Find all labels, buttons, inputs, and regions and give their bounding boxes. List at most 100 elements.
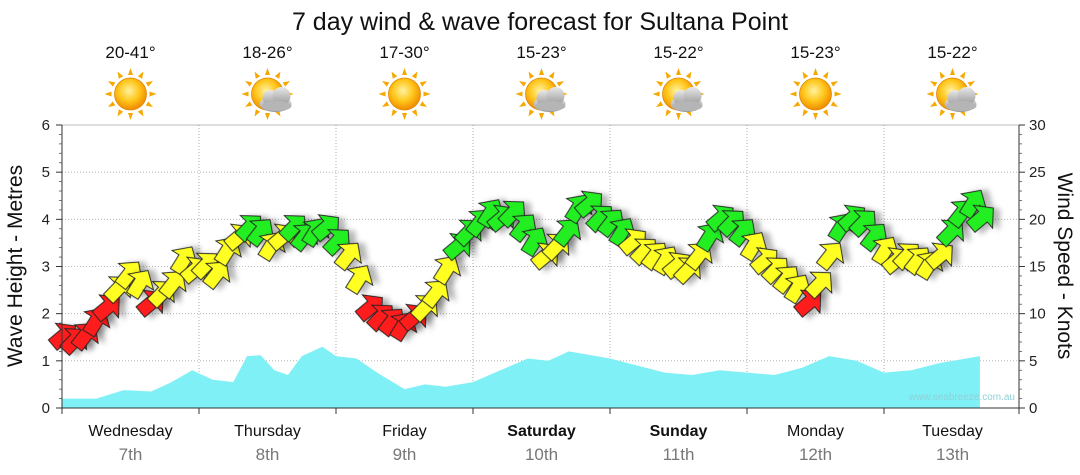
sun-ray [381,101,390,107]
sun-ray [967,81,976,87]
date-label: 13th [936,445,969,464]
sun-ray [548,71,555,79]
sun-ray [402,68,407,75]
cloud-part [272,87,291,105]
left-axis-tick-label: 4 [42,211,50,228]
sun-ray [274,71,281,79]
wind-arrow [125,269,155,300]
wind-arrow [739,232,769,263]
day-label: Friday [382,423,426,440]
sun-ray [254,109,261,117]
sun-rays [515,68,568,120]
sun-ray [830,101,839,107]
sun-ray [665,71,672,79]
left-axis-tick-label: 0 [42,400,50,417]
sun-cloud-icon [652,68,705,120]
cloud-part [672,101,703,111]
sun-ray [802,71,809,79]
sun-ray [556,81,565,87]
wind-speed-axis: 0 5 10 15 20 25 30 [1018,117,1046,417]
sun-ray [792,81,801,87]
sun-disc [799,77,832,111]
sun-ray [149,91,157,97]
sun-ray [693,81,702,87]
sun-ray [515,91,523,97]
cloud-part [957,87,976,105]
temperature-label: 15-23° [516,43,566,62]
sun-ray [813,68,818,75]
sun-ray [926,91,934,97]
sun-ray [665,109,672,117]
wind-arrow [245,219,275,248]
sun-ray [137,71,144,79]
sun-ray [518,101,527,107]
wind-arrow [859,223,888,253]
wind-arrow [573,190,603,219]
cloud-part [535,101,566,111]
sun-ray [391,71,398,79]
sun-ray [834,91,842,97]
day-label: Saturday [507,423,576,440]
day-label: Sunday [650,423,708,440]
wind-arrow [322,229,351,257]
left-axis-tick-label: 3 [42,259,50,276]
temperature-label: 15-22° [653,43,703,62]
sun-ray [518,81,527,87]
sun-ray [265,113,270,120]
sun-ray [381,81,390,87]
right-axis-title: Wind Speed - Knots [1053,173,1076,360]
sun-cloud-icon [926,68,979,120]
sun-ray [107,81,116,87]
wind-arrow [421,280,450,310]
sun-ray [813,113,818,120]
wind-arrow [815,242,845,272]
sun-rays [789,68,842,120]
sun-ray [419,101,428,107]
sun-ray [137,109,144,117]
wind-arrow [333,242,362,272]
sun-ray [539,68,544,75]
temperature-label: 15-22° [927,43,977,62]
sun-ray [107,101,116,107]
wind-arrow [728,219,757,248]
wind-arrow [158,271,187,300]
sun-ray [104,91,112,97]
wave-height-axis: 0 1 2 3 4 5 6 [42,117,63,417]
right-axis-tick-label: 15 [1029,259,1046,276]
temperature-label: 15-23° [790,43,840,62]
cloud-part [546,87,565,105]
date-label: 10th [525,445,558,464]
right-axis-tick-label: 30 [1029,117,1046,134]
cloud-shape [533,87,566,112]
day-label: Wednesday [88,423,172,440]
day-label: Tuesday [922,423,983,440]
chart-title: 7 day wind & wave forecast for Sultana P… [292,8,788,36]
temperature-label: 18-26° [242,43,292,62]
sun-ray [145,81,154,87]
right-axis-tick-label: 10 [1029,306,1046,323]
sun-ray [539,113,544,120]
sun-ray [265,68,270,75]
sun-ray [655,81,664,87]
sun-ray [419,81,428,87]
sun-ray [802,109,809,117]
wind-arrow [552,219,582,248]
sun-ray [939,109,946,117]
day-label: Monday [787,423,844,440]
sun-ray [822,109,829,117]
sun-rays [104,68,157,120]
sun-ray [402,113,407,120]
sun-ray [939,71,946,79]
day-label: Thursday [234,423,301,440]
sun-ray [244,101,253,107]
left-axis-tick-label: 2 [42,306,50,323]
sun-icon [378,68,431,120]
sun-ray [685,71,692,79]
sun-ray [423,91,431,97]
wind-arrow [310,214,339,243]
day-labels: Wednesday 7th Thursday 8th Friday 9th Saturday… [61,407,1020,464]
sun-ray [528,109,535,117]
wind-arrow [432,255,462,286]
right-axis-tick-label: 25 [1029,164,1046,181]
sun-ray [128,68,133,75]
